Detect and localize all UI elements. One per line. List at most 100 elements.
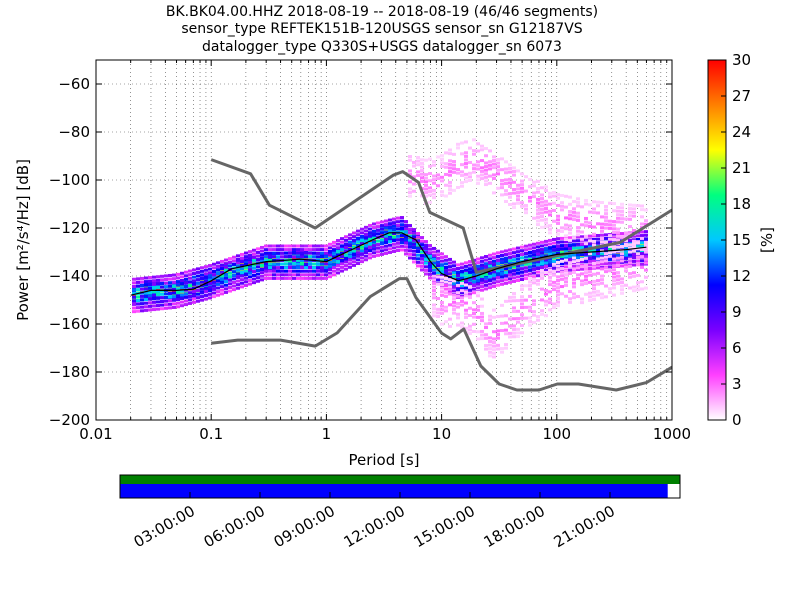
density-cell [596,259,600,263]
density-cell [556,275,560,279]
density-cell [568,213,572,217]
density-cell [324,276,328,280]
density-cell [388,243,392,247]
density-cell [220,288,224,292]
density-cell [532,277,536,281]
density-cell [452,308,456,312]
density-cell [476,268,480,272]
density-cell [612,227,616,231]
density-cell [472,276,476,280]
density-cell [444,151,448,155]
density-cell [380,252,384,256]
density-cell [240,267,244,271]
density-cell [156,296,160,300]
density-cell [208,264,212,268]
density-cell [576,253,580,257]
density-cell [616,245,620,249]
density-cell [528,305,532,309]
density-cell [452,289,456,293]
density-cell [556,296,560,300]
density-cell [336,264,340,268]
density-cell [464,286,468,290]
density-cell [500,329,504,333]
density-cell [488,318,492,322]
density-cell [424,183,428,187]
density-cell [532,275,536,279]
density-cell [304,273,308,277]
density-cell [476,142,480,146]
density-cell [556,258,560,262]
time-tick-label: 21:00:00 [551,502,618,551]
density-cell [544,203,548,207]
density-cell [504,328,508,332]
density-cell [536,205,540,209]
density-cell [484,175,488,179]
density-cell [540,215,544,219]
density-cell [596,233,600,237]
density-cell [336,249,340,253]
density-cell [488,347,492,351]
density-cell [476,294,480,298]
density-cell [308,262,312,266]
density-cell [236,286,240,290]
density-cell [472,311,476,315]
density-cell [384,241,388,245]
density-cell [496,186,500,190]
density-cell [560,201,564,205]
density-cell [552,241,556,245]
density-cell [484,336,488,340]
density-cell [476,315,480,319]
density-cell [280,255,284,259]
density-cell [488,286,492,290]
density-cell [188,276,192,280]
density-cell [516,331,520,335]
density-cell [564,265,568,269]
density-cell [536,263,540,267]
density-cell [372,226,376,230]
density-cell [584,252,588,256]
density-cell [640,247,644,251]
density-cell [552,266,556,270]
density-cell [204,283,208,287]
density-cell [308,251,312,255]
density-cell [292,244,296,248]
density-cell [428,251,432,255]
density-cell [264,248,268,252]
density-cell [408,238,412,242]
density-cell [512,306,516,310]
density-cell [444,280,448,284]
density-cell [532,267,536,271]
density-cell [604,245,608,249]
density-cell [596,261,600,265]
density-cell [520,306,524,310]
density-cell [368,227,372,231]
density-cell [632,249,636,253]
density-cell [436,282,440,286]
density-cell [256,247,260,251]
density-cell [232,284,236,288]
density-cell [628,253,632,257]
density-cell [588,257,592,261]
density-cell [568,268,572,272]
density-cell [292,266,296,270]
density-cell [544,299,548,303]
density-cell [476,261,480,265]
density-cell [440,190,444,194]
density-cell [220,259,224,263]
density-cell [180,304,184,308]
density-cell [332,269,336,273]
density-cell [540,255,544,259]
density-cell [352,256,356,260]
density-cell [132,277,136,281]
density-cell [544,207,548,211]
density-cell [592,241,596,245]
density-cell [500,268,504,272]
density-cell [592,200,596,204]
density-cell [224,280,228,284]
density-cell [396,227,400,231]
density-cell [420,254,424,258]
density-cell [148,276,152,280]
density-cell [136,298,140,302]
density-cell [420,250,424,254]
density-cell [384,233,388,237]
